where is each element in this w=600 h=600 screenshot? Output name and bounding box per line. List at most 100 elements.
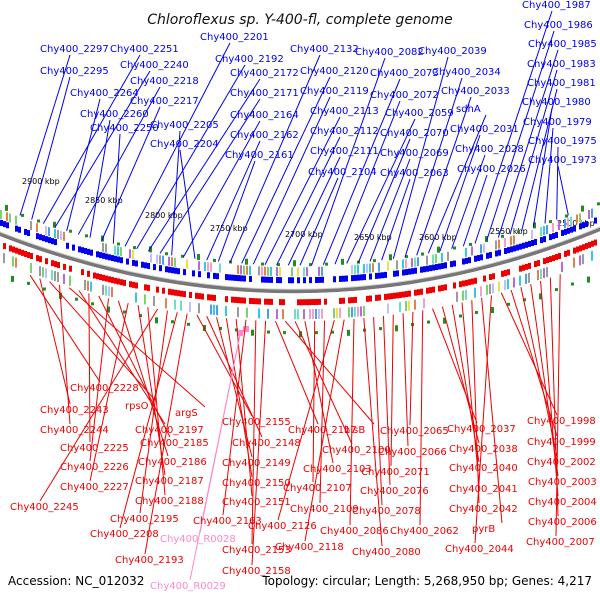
forward-category-box xyxy=(276,267,278,277)
forward-category-box xyxy=(426,255,428,265)
reverse-gene-label: Chy400_2118 xyxy=(275,542,344,553)
reverse-leader-line xyxy=(363,317,383,547)
forward-gene-arrow xyxy=(369,273,372,280)
reverse-category-box xyxy=(63,273,65,284)
reverse-gene-arrow xyxy=(57,262,60,269)
forward-gene-label: Chy400_2295 xyxy=(40,66,109,77)
reverse-gene-arrow xyxy=(117,278,120,285)
reverse-gene-arrow xyxy=(549,256,552,263)
forward-gene-arrow xyxy=(297,277,300,284)
reverse-gene-arrow xyxy=(402,291,405,298)
reverse-category-box xyxy=(363,306,365,317)
outer-ring-tick xyxy=(485,236,488,243)
reverse-gene-arrow xyxy=(582,244,585,251)
forward-gene-arrow xyxy=(441,262,444,269)
reverse-gene-arrow xyxy=(354,296,357,303)
forward-gene-arrow xyxy=(321,276,324,283)
reverse-gene-label: Chy400_2109 xyxy=(290,504,359,515)
forward-category-box xyxy=(357,264,359,274)
reverse-category-box xyxy=(519,275,521,286)
forward-category-box xyxy=(246,265,248,275)
outer-ring-tick xyxy=(197,254,200,261)
forward-gene-arrow xyxy=(231,274,234,281)
reverse-gene-arrow xyxy=(417,289,420,296)
reverse-leader-line xyxy=(319,320,326,504)
reverse-gene-label: Chy400_2006 xyxy=(528,517,597,528)
forward-gene-arrow xyxy=(411,268,414,275)
reverse-gene-arrow xyxy=(318,298,321,305)
forward-category-box xyxy=(219,263,221,273)
reverse-category-box xyxy=(540,269,542,280)
outer-ring-tick xyxy=(165,252,168,256)
forward-gene-arrow xyxy=(78,246,81,253)
reverse-leader-line xyxy=(474,295,492,544)
reverse-gene-arrow xyxy=(171,289,174,296)
forward-category-box xyxy=(387,261,389,271)
reverse-category-box xyxy=(591,250,593,261)
reverse-category-box xyxy=(561,261,563,272)
reverse-gene-label: Chy400_2103 xyxy=(303,464,372,475)
reverse-category-box xyxy=(102,284,104,295)
reverse-leader-line xyxy=(409,311,414,426)
reverse-category-box xyxy=(165,298,167,309)
reverse-gene-arrow xyxy=(324,298,327,305)
forward-gene-label: Chy400_2260 xyxy=(80,109,149,120)
outer-ring-tick xyxy=(261,262,264,266)
outer-ring-tick xyxy=(245,258,248,265)
outer-ring-tick xyxy=(549,220,552,224)
inner-ring-tick xyxy=(571,282,574,286)
inner-ring-tick xyxy=(219,326,222,330)
forward-category-box xyxy=(162,255,164,265)
inner-ring-tick xyxy=(379,327,382,331)
forward-gene-label: Chy400_2119 xyxy=(300,86,369,97)
reverse-gene-label: Chy400_2195 xyxy=(110,514,179,525)
reverse-gene-arrow xyxy=(468,279,471,286)
forward-gene-label: Chy400_1986 xyxy=(524,20,593,31)
reverse-leader-line xyxy=(274,320,319,425)
forward-gene-arrow xyxy=(561,229,564,236)
reverse-gene-arrow xyxy=(414,289,417,296)
forward-leader-line xyxy=(66,98,101,232)
reverse-leader-line xyxy=(402,313,409,447)
inner-ring-tick xyxy=(587,276,590,283)
forward-gene-arrow xyxy=(177,268,180,275)
reverse-gene-arrow xyxy=(507,269,510,276)
inner-ring-tick xyxy=(235,328,238,332)
reverse-category-box xyxy=(87,280,89,291)
reverse-gene-label: Chy400_2086 xyxy=(320,526,389,537)
reverse-gene-arrow xyxy=(351,297,354,304)
reverse-category-box xyxy=(480,286,482,297)
forward-category-box xyxy=(414,257,416,267)
outer-ring-tick xyxy=(373,259,376,263)
reverse-gene-arrow xyxy=(264,298,267,305)
forward-gene-arrow xyxy=(381,272,384,279)
forward-leader-line xyxy=(416,96,472,256)
reverse-leader-line xyxy=(147,307,166,496)
forward-gene-arrow xyxy=(438,263,441,270)
reverse-gene-arrow xyxy=(564,250,567,257)
forward-category-box xyxy=(576,214,578,224)
forward-gene-arrow xyxy=(111,255,114,262)
inner-ring-tick xyxy=(251,329,254,336)
forward-leader-line xyxy=(206,140,261,261)
forward-gene-label: Chy400_2031 xyxy=(450,124,519,135)
forward-category-box xyxy=(579,213,581,223)
forward-category-box xyxy=(243,265,245,275)
forward-gene-arrow xyxy=(498,249,501,256)
forward-gene-arrow xyxy=(318,276,321,283)
reverse-gene-arrow xyxy=(111,277,114,284)
forward-category-box xyxy=(588,209,590,219)
inner-ring-tick xyxy=(507,302,510,306)
reverse-leader-lines xyxy=(29,274,561,581)
reverse-gene-arrow xyxy=(45,258,48,265)
forward-gene-arrow xyxy=(84,248,87,255)
reverse-category-box xyxy=(237,307,239,318)
forward-gene-arrow xyxy=(510,246,513,253)
reverse-gene-label: pyrB xyxy=(472,524,495,535)
forward-gene-label: Chy400_2217 xyxy=(130,96,199,107)
forward-leader-line xyxy=(532,107,553,228)
forward-category-box xyxy=(171,257,173,267)
reverse-leader-line xyxy=(555,274,561,537)
forward-gene-arrow xyxy=(351,275,354,282)
reverse-gene-arrow xyxy=(144,284,147,291)
